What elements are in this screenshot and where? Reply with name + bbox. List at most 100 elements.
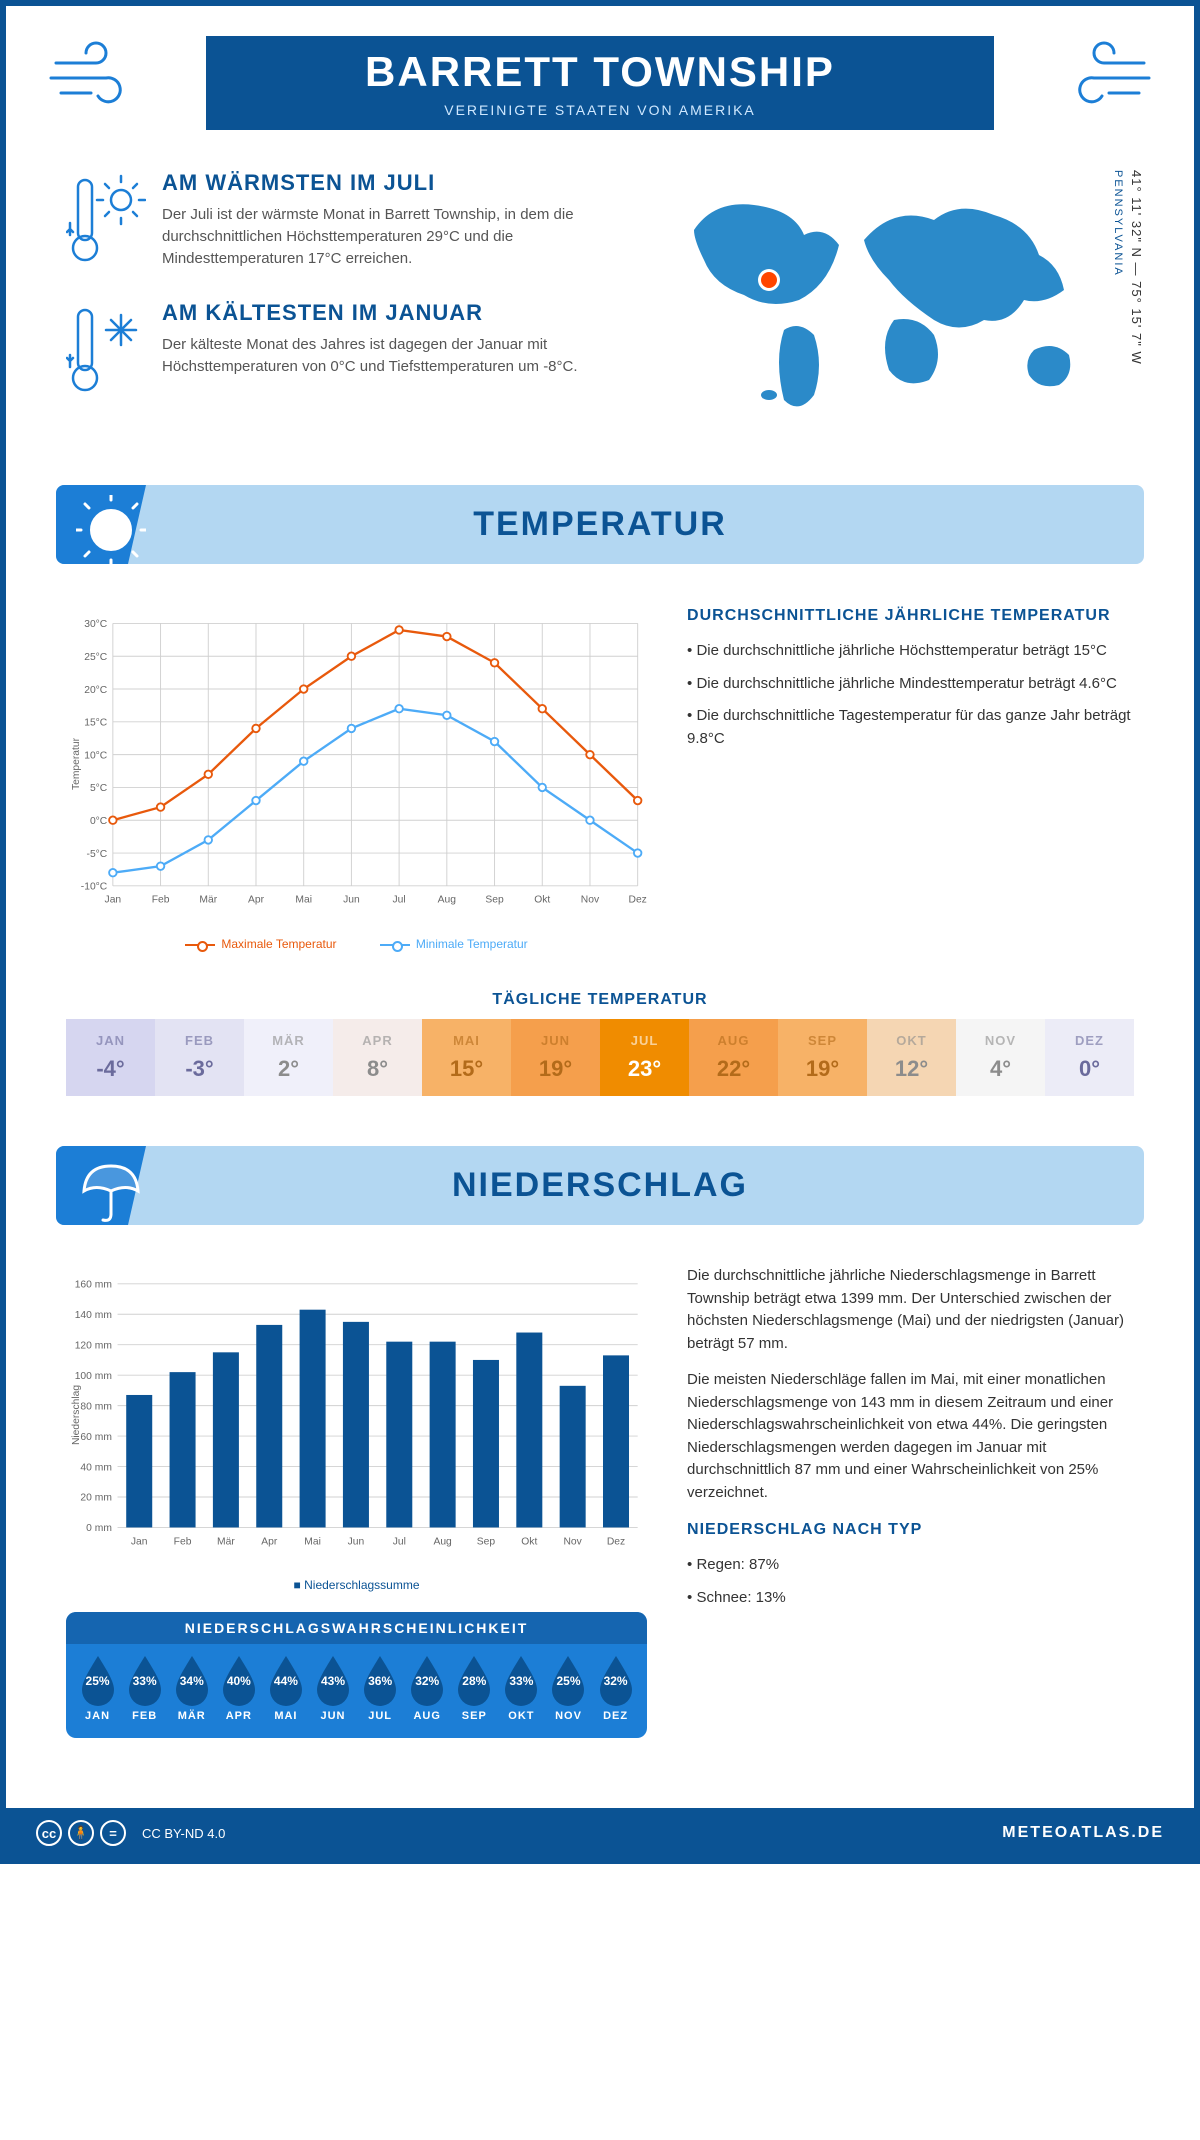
temperature-title: TEMPERATUR bbox=[76, 505, 1124, 544]
temperature-banner: TEMPERATUR bbox=[56, 485, 1144, 564]
svg-text:Mär: Mär bbox=[217, 1536, 235, 1547]
thermometer-cold-icon bbox=[66, 300, 146, 400]
license-block: cc 🧍 = CC BY-ND 4.0 bbox=[36, 1820, 225, 1846]
daily-temp-cell: FEB-3° bbox=[155, 1019, 244, 1096]
world-map-svg bbox=[654, 170, 1134, 430]
cc-icon: cc bbox=[36, 1820, 62, 1846]
raindrop-icon: 25% bbox=[76, 1654, 120, 1706]
header-row: BARRETT TOWNSHIP VEREINIGTE STAATEN VON … bbox=[6, 6, 1194, 140]
svg-text:30°C: 30°C bbox=[84, 619, 108, 630]
svg-text:60 mm: 60 mm bbox=[80, 1432, 111, 1443]
raindrop-icon: 32% bbox=[405, 1654, 449, 1706]
probability-cell: 32% DEZ bbox=[592, 1654, 639, 1722]
raindrop-icon: 34% bbox=[170, 1654, 214, 1706]
footer: cc 🧍 = CC BY-ND 4.0 METEOATLAS.DE bbox=[6, 1808, 1194, 1858]
top-section: AM WÄRMSTEN IM JULI Der Juli ist der wär… bbox=[6, 140, 1194, 465]
svg-text:0°C: 0°C bbox=[90, 816, 108, 827]
svg-text:Okt: Okt bbox=[534, 895, 550, 906]
temp-legend: Maximale Temperatur Minimale Temperatur bbox=[66, 937, 647, 951]
temp-bullet: Die durchschnittliche jährliche Höchstte… bbox=[687, 640, 1134, 663]
raindrop-icon: 32% bbox=[594, 1654, 638, 1706]
umbrella-icon bbox=[76, 1156, 146, 1225]
svg-text:Aug: Aug bbox=[438, 895, 457, 906]
warmest-block: AM WÄRMSTEN IM JULI Der Juli ist der wär… bbox=[66, 170, 614, 270]
precip-type-heading: NIEDERSCHLAG NACH TYP bbox=[687, 1518, 1134, 1542]
license-text: CC BY-ND 4.0 bbox=[142, 1826, 225, 1841]
svg-text:160 mm: 160 mm bbox=[75, 1280, 112, 1291]
svg-text:Nov: Nov bbox=[564, 1536, 583, 1547]
daily-temp-cell: JAN-4° bbox=[66, 1019, 155, 1096]
footer-brand: METEOATLAS.DE bbox=[1002, 1824, 1164, 1842]
svg-text:Aug: Aug bbox=[433, 1536, 452, 1547]
precip-p1: Die durchschnittliche jährliche Niedersc… bbox=[687, 1265, 1134, 1355]
svg-text:10°C: 10°C bbox=[84, 750, 108, 761]
svg-text:Feb: Feb bbox=[174, 1536, 192, 1547]
daily-temp-cell: NOV4° bbox=[956, 1019, 1045, 1096]
svg-text:-10°C: -10°C bbox=[81, 882, 108, 893]
nd-icon: = bbox=[100, 1820, 126, 1846]
svg-text:Temperatur: Temperatur bbox=[71, 737, 82, 790]
svg-text:Mai: Mai bbox=[295, 895, 312, 906]
page-subtitle: VEREINIGTE STAATEN VON AMERIKA bbox=[218, 102, 982, 118]
svg-text:Dez: Dez bbox=[607, 1536, 625, 1547]
by-icon: 🧍 bbox=[68, 1820, 94, 1846]
temp-bullet: Die durchschnittliche jährliche Mindestt… bbox=[687, 673, 1134, 696]
wind-icon-left bbox=[46, 33, 146, 113]
world-map: PENNSYLVANIA 41° 11' 32" N — 75° 15' 7" … bbox=[654, 170, 1134, 435]
precip-p2: Die meisten Niederschläge fallen im Mai,… bbox=[687, 1369, 1134, 1504]
svg-text:Jun: Jun bbox=[343, 895, 360, 906]
svg-text:140 mm: 140 mm bbox=[75, 1310, 112, 1321]
location-marker bbox=[761, 272, 777, 288]
precipitation-info: Die durchschnittliche jährliche Niedersc… bbox=[687, 1265, 1134, 1758]
svg-text:Jul: Jul bbox=[393, 1536, 406, 1547]
precip-type-item: Schnee: 13% bbox=[687, 1587, 1134, 1610]
temp-bullet: Die durchschnittliche Tagestemperatur fü… bbox=[687, 705, 1134, 750]
probability-cell: 44% MAI bbox=[262, 1654, 309, 1722]
state-label: PENNSYLVANIA bbox=[1112, 170, 1124, 277]
daily-temp-cell: MÄR2° bbox=[244, 1019, 333, 1096]
daily-temp-cell: OKT12° bbox=[867, 1019, 956, 1096]
svg-text:Jul: Jul bbox=[393, 895, 406, 906]
daily-temp-cell: AUG22° bbox=[689, 1019, 778, 1096]
daily-temp-cell: JUN19° bbox=[511, 1019, 600, 1096]
temperature-content: -10°C-5°C0°C5°C10°C15°C20°C25°C30°CJanFe… bbox=[6, 584, 1194, 971]
probability-cell: 40% APR bbox=[215, 1654, 262, 1722]
svg-text:Apr: Apr bbox=[248, 895, 265, 906]
probability-cell: 28% SEP bbox=[451, 1654, 498, 1722]
svg-text:40 mm: 40 mm bbox=[80, 1462, 111, 1473]
sun-icon bbox=[76, 495, 146, 564]
probability-cell: 25% JAN bbox=[74, 1654, 121, 1722]
svg-text:Jan: Jan bbox=[105, 895, 122, 906]
raindrop-icon: 25% bbox=[546, 1654, 590, 1706]
svg-text:0 mm: 0 mm bbox=[86, 1523, 112, 1534]
precipitation-bar-chart: 0 mm20 mm40 mm60 mm80 mm100 mm120 mm140 … bbox=[66, 1265, 647, 1565]
prob-title: NIEDERSCHLAGSWAHRSCHEINLICHKEIT bbox=[66, 1612, 647, 1644]
svg-text:25°C: 25°C bbox=[84, 652, 108, 663]
page-title: BARRETT TOWNSHIP bbox=[218, 48, 982, 96]
probability-cell: 34% MÄR bbox=[168, 1654, 215, 1722]
probability-cell: 33% FEB bbox=[121, 1654, 168, 1722]
coldest-title: AM KÄLTESTEN IM JANUAR bbox=[162, 300, 614, 326]
raindrop-icon: 33% bbox=[123, 1654, 167, 1706]
precipitation-banner: NIEDERSCHLAG bbox=[56, 1146, 1144, 1225]
svg-text:Niederschlag: Niederschlag bbox=[71, 1385, 82, 1445]
raindrop-icon: 43% bbox=[311, 1654, 355, 1706]
svg-text:Mai: Mai bbox=[304, 1536, 321, 1547]
probability-cell: 33% OKT bbox=[498, 1654, 545, 1722]
wind-icon-right bbox=[1054, 33, 1154, 113]
daily-temp-cell: MAI15° bbox=[422, 1019, 511, 1096]
coords-label: 41° 11' 32" N — 75° 15' 7" W bbox=[1129, 170, 1144, 365]
svg-text:Jun: Jun bbox=[348, 1536, 365, 1547]
svg-text:Jan: Jan bbox=[131, 1536, 148, 1547]
temperature-info: DURCHSCHNITTLICHE JÄHRLICHE TEMPERATUR D… bbox=[687, 604, 1134, 951]
daily-temp-cell: APR8° bbox=[333, 1019, 422, 1096]
raindrop-icon: 36% bbox=[358, 1654, 402, 1706]
svg-text:20 mm: 20 mm bbox=[80, 1493, 111, 1504]
daily-temp-cell: JUL23° bbox=[600, 1019, 689, 1096]
warmest-text: Der Juli ist der wärmste Monat in Barret… bbox=[162, 204, 614, 269]
probability-cell: 43% JUN bbox=[309, 1654, 356, 1722]
climate-summary: AM WÄRMSTEN IM JULI Der Juli ist der wär… bbox=[66, 170, 614, 435]
raindrop-icon: 40% bbox=[217, 1654, 261, 1706]
svg-text:80 mm: 80 mm bbox=[80, 1401, 111, 1412]
daily-temp-cell: SEP19° bbox=[778, 1019, 867, 1096]
